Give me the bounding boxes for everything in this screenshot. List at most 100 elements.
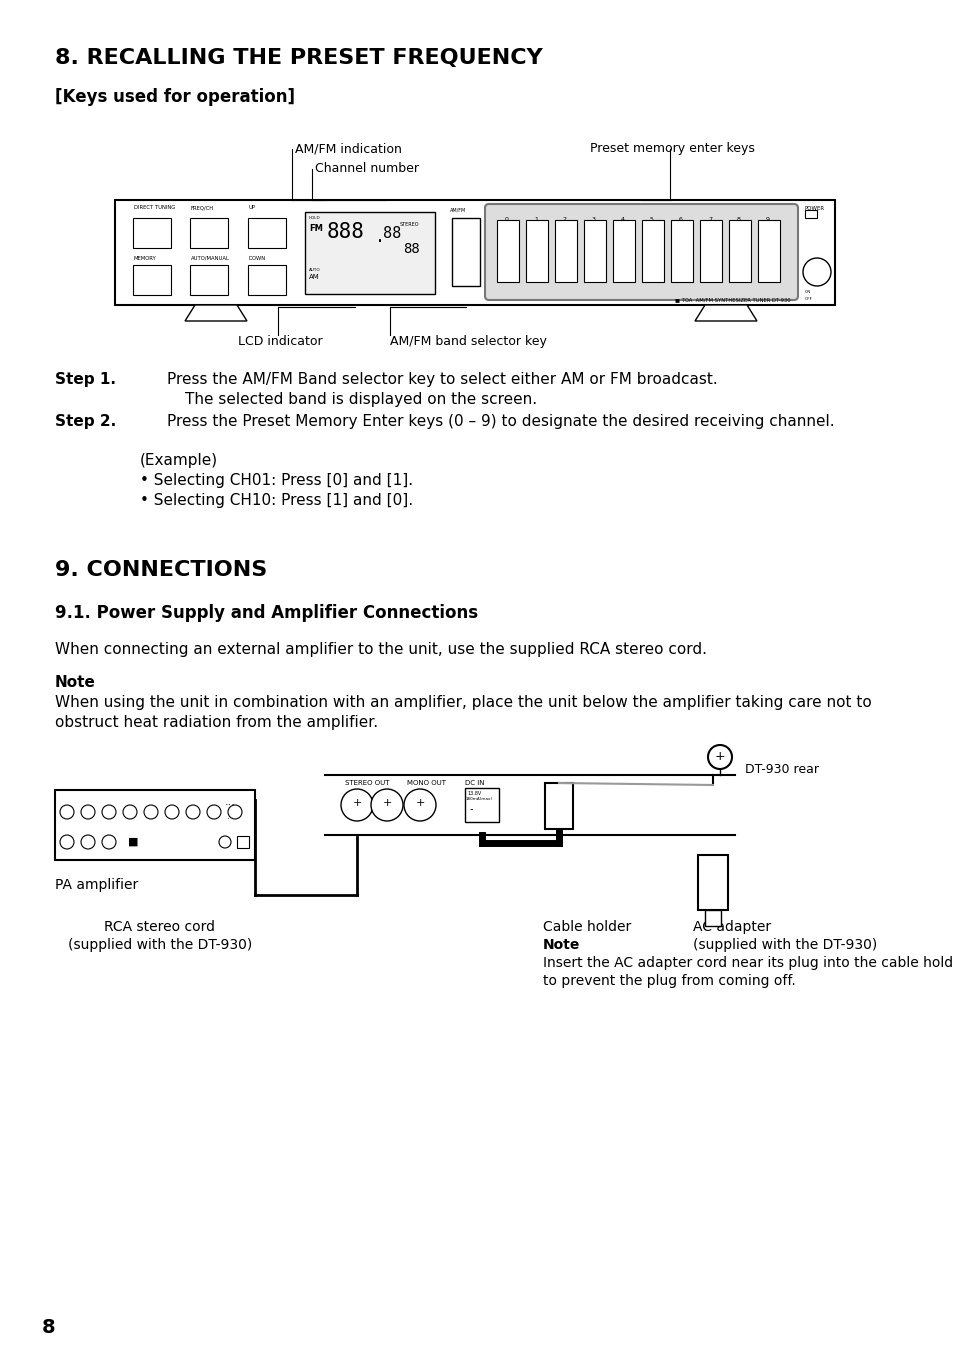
Text: -: -: [470, 804, 473, 815]
Circle shape: [207, 805, 221, 819]
Text: Step 1.: Step 1.: [55, 372, 116, 386]
Text: When connecting an external amplifier to the unit, use the supplied RCA stereo c: When connecting an external amplifier to…: [55, 642, 706, 657]
Bar: [700, 220, 721, 282]
Text: Cable holder: Cable holder: [542, 920, 631, 934]
Circle shape: [102, 835, 116, 848]
Text: (supplied with the DT-930): (supplied with the DT-930): [692, 938, 877, 952]
Text: Note: Note: [55, 676, 95, 690]
Text: 9. CONNECTIONS: 9. CONNECTIONS: [55, 561, 267, 580]
Text: obstruct heat radiation from the amplifier.: obstruct heat radiation from the amplifi…: [55, 715, 377, 730]
Bar: [583, 220, 605, 282]
Text: 0: 0: [504, 218, 508, 222]
Text: ■: ■: [128, 838, 138, 847]
Bar: [728, 220, 750, 282]
Text: +: +: [382, 798, 392, 808]
Bar: [613, 220, 635, 282]
Text: LCD indicator: LCD indicator: [237, 335, 322, 349]
Text: STEREO OUT: STEREO OUT: [345, 780, 389, 786]
Text: AM/FM band selector key: AM/FM band selector key: [390, 335, 546, 349]
Circle shape: [403, 789, 436, 821]
Text: MONO OUT: MONO OUT: [407, 780, 446, 786]
Text: L: L: [380, 790, 384, 796]
Text: OFF: OFF: [804, 297, 812, 301]
Bar: [452, 218, 479, 286]
Bar: [464, 788, 498, 821]
Text: AC adapter: AC adapter: [692, 920, 770, 934]
Text: Note: Note: [542, 938, 579, 952]
Circle shape: [60, 805, 74, 819]
Polygon shape: [695, 305, 757, 322]
Text: When using the unit in combination with an amplifier, place the unit below the a: When using the unit in combination with …: [55, 694, 871, 711]
Text: 7: 7: [707, 218, 711, 222]
Text: 9: 9: [765, 218, 769, 222]
Text: 13.8V: 13.8V: [467, 790, 480, 796]
Text: 8: 8: [42, 1319, 55, 1337]
Text: • Selecting CH10: Press [1] and [0].: • Selecting CH10: Press [1] and [0].: [140, 493, 413, 508]
Text: FREQ/CH: FREQ/CH: [191, 205, 213, 209]
Text: DOWN: DOWN: [249, 255, 266, 261]
Circle shape: [60, 835, 74, 848]
Text: [Keys used for operation]: [Keys used for operation]: [55, 88, 294, 105]
Text: STEREO: STEREO: [399, 222, 419, 227]
Circle shape: [102, 805, 116, 819]
Text: 6: 6: [679, 218, 682, 222]
Text: AM/FM indication: AM/FM indication: [294, 142, 401, 155]
Text: .: .: [375, 228, 385, 246]
Text: POWER: POWER: [804, 205, 824, 211]
Bar: [804, 209, 816, 218]
Bar: [305, 212, 435, 295]
Bar: [698, 855, 727, 911]
Circle shape: [707, 744, 731, 769]
Circle shape: [81, 805, 95, 819]
Text: AUTO: AUTO: [309, 267, 320, 272]
Circle shape: [186, 805, 200, 819]
Bar: [115, 200, 834, 305]
Circle shape: [123, 805, 137, 819]
Text: Insert the AC adapter cord near its plug into the cable holder: Insert the AC adapter cord near its plug…: [542, 957, 953, 970]
Text: AUTO/MANUAL: AUTO/MANUAL: [191, 255, 230, 261]
Text: HOLD: HOLD: [309, 216, 320, 220]
Text: RCA stereo cord: RCA stereo cord: [105, 920, 215, 934]
Circle shape: [219, 836, 231, 848]
Polygon shape: [185, 305, 247, 322]
Text: Preset memory enter keys: Preset memory enter keys: [589, 142, 754, 155]
Text: DC IN: DC IN: [464, 780, 484, 786]
Bar: [132, 218, 171, 249]
Circle shape: [371, 789, 402, 821]
Circle shape: [165, 805, 179, 819]
Text: PA amplifier: PA amplifier: [55, 878, 138, 892]
Text: ■ TOA  AM/FM SYNTHESIZER TUNER DT-930: ■ TOA AM/FM SYNTHESIZER TUNER DT-930: [675, 297, 790, 303]
Bar: [555, 220, 577, 282]
Bar: [525, 220, 547, 282]
Circle shape: [81, 835, 95, 848]
Bar: [190, 218, 228, 249]
Text: to prevent the plug from coming off.: to prevent the plug from coming off.: [542, 974, 795, 988]
Text: 2: 2: [562, 218, 566, 222]
Text: ON: ON: [804, 290, 810, 295]
Text: The selected band is displayed on the screen.: The selected band is displayed on the sc…: [185, 392, 537, 407]
Text: AM: AM: [309, 274, 319, 280]
Bar: [236, 836, 249, 848]
Text: MEMORY: MEMORY: [133, 255, 156, 261]
Text: • Selecting CH01: Press [0] and [1].: • Selecting CH01: Press [0] and [1].: [140, 473, 413, 488]
Bar: [670, 220, 692, 282]
Bar: [497, 220, 518, 282]
Text: UP: UP: [249, 205, 255, 209]
Text: +: +: [352, 798, 361, 808]
Text: 1: 1: [534, 218, 537, 222]
Text: DIRECT TUNING: DIRECT TUNING: [133, 205, 175, 209]
Bar: [758, 220, 780, 282]
Text: 88: 88: [402, 242, 419, 255]
Bar: [132, 265, 171, 295]
Circle shape: [144, 805, 158, 819]
Text: Channel number: Channel number: [314, 162, 418, 176]
Text: Press the Preset Memory Enter keys (0 – 9) to designate the desired receiving ch: Press the Preset Memory Enter keys (0 – …: [167, 413, 834, 430]
Bar: [248, 218, 286, 249]
Text: (Example): (Example): [140, 453, 218, 467]
Circle shape: [802, 258, 830, 286]
Text: 8. RECALLING THE PRESET FREQUENCY: 8. RECALLING THE PRESET FREQUENCY: [55, 49, 542, 68]
Text: 5: 5: [649, 218, 653, 222]
Text: 88: 88: [382, 226, 401, 240]
Text: R: R: [350, 790, 355, 796]
Text: Press the AM/FM Band selector key to select either AM or FM broadcast.: Press the AM/FM Band selector key to sel…: [167, 372, 717, 386]
